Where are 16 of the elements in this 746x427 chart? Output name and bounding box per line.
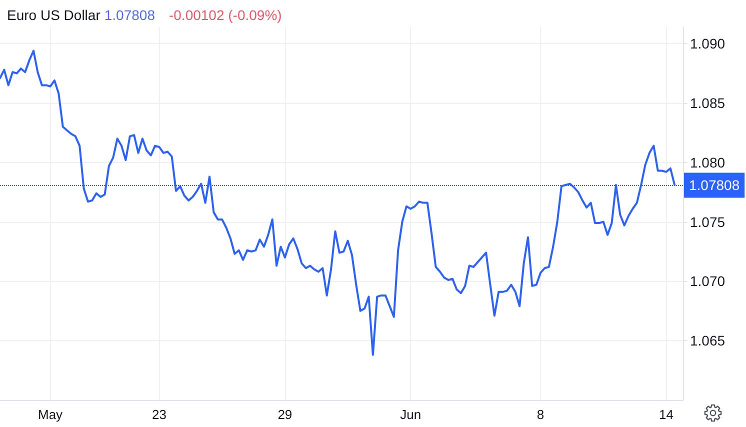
x-tick-label: 29 — [278, 407, 292, 422]
y-tick-label: 1.070 — [690, 273, 726, 290]
text: 1.07808 — [104, 7, 155, 23]
y-tick-label: 1.075 — [690, 214, 726, 230]
x-tick-label: 23 — [152, 407, 166, 422]
chart-title: Euro US Dollar — [7, 7, 100, 23]
y-tick-label: 1.080 — [690, 154, 726, 170]
x-tick-label: May — [38, 407, 64, 422]
x-tick-label: 8 — [536, 407, 544, 422]
text: -0.00102 (-0.09%) — [168, 7, 282, 23]
ref-line-label: 1.07808 — [689, 177, 740, 194]
y-tick-label: 1.090 — [690, 36, 726, 52]
y-tick-label: 1.065 — [690, 332, 726, 349]
y-tick-label: 1.085 — [690, 95, 726, 112]
x-tick-label: Jun — [400, 407, 422, 422]
x-tick-label: 14 — [659, 407, 674, 422]
